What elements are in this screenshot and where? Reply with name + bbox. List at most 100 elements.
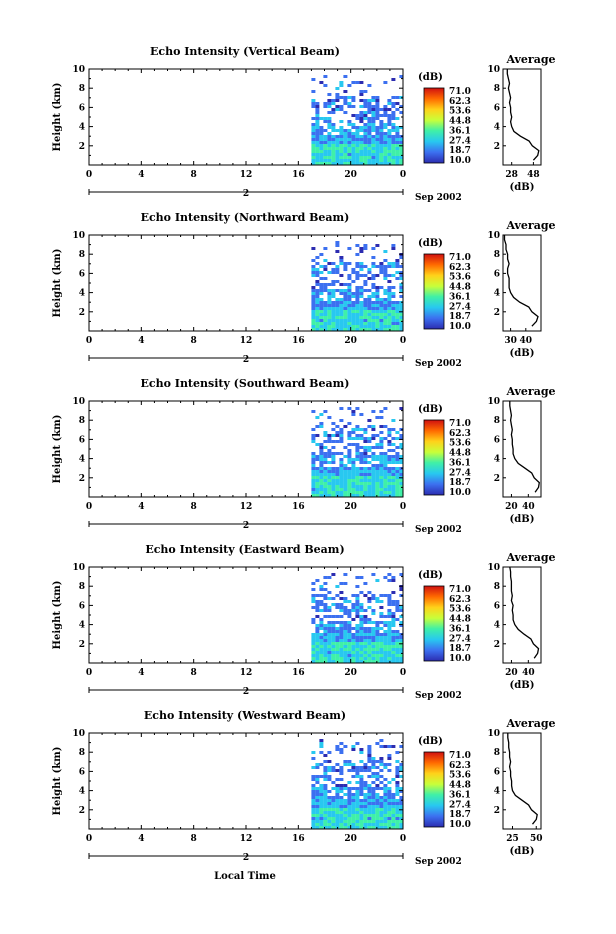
heatmap-cell: [339, 778, 344, 781]
avg-x-label: (dB): [510, 182, 535, 193]
heatmap-cell: [375, 298, 380, 301]
heatmap-cell: [331, 660, 336, 663]
heatmap-cell: [375, 286, 380, 289]
heatmap-cell: [327, 437, 332, 440]
heatmap-cell: [371, 790, 376, 793]
heatmap-cell: [339, 310, 344, 313]
heatmap-cell: [359, 645, 364, 648]
heatmap-cell: [395, 144, 400, 147]
heatmap-cell: [395, 467, 400, 470]
heatmap-cell: [395, 259, 400, 262]
heatmap-cell: [367, 642, 372, 645]
heatmap-cell: [311, 135, 316, 138]
heatmap-cell: [339, 313, 344, 316]
heatmap-cell: [375, 793, 380, 796]
heatmap-cell: [379, 150, 384, 153]
heatmap-cell: [331, 624, 336, 627]
heatmap-cell: [355, 455, 360, 458]
heatmap-cell: [351, 633, 356, 636]
heatmap-cell: [315, 488, 320, 491]
y-tick-label: 6: [79, 435, 85, 445]
heatmap-cell: [311, 461, 316, 464]
heatmap-cell: [335, 440, 340, 443]
heatmap-cell: [339, 464, 344, 467]
heatmap-cell: [319, 138, 324, 141]
heatmap-cell: [379, 141, 384, 144]
heatmap-cell: [363, 470, 368, 473]
average-profile-line: [507, 733, 538, 825]
y-tick-label: 10: [72, 65, 85, 75]
heatmap-cell: [351, 316, 356, 319]
heatmap-cell: [343, 491, 348, 494]
heatmap-cell: [391, 660, 396, 663]
heatmap-cell: [375, 491, 380, 494]
heatmap-cell: [387, 108, 392, 111]
heatmap-cell: [351, 796, 356, 799]
heatmap-cell: [319, 793, 324, 796]
heatmap-cell: [395, 147, 400, 150]
heatmap-cell: [319, 636, 324, 639]
heatmap-cell: [395, 799, 400, 802]
heatmap-cell: [319, 633, 324, 636]
heatmap-cell: [367, 760, 372, 763]
heatmap-cell: [331, 823, 336, 826]
heatmap-cell: [375, 325, 380, 328]
heatmap-cell: [359, 446, 364, 449]
heatmap-cell: [331, 446, 336, 449]
heatmap-cell: [391, 793, 396, 796]
heatmap-cell: [383, 778, 388, 781]
heatmap-cell: [339, 298, 344, 301]
heatmap-cell: [323, 159, 328, 162]
heatmap-cell: [347, 431, 352, 434]
heatmap-cell: [347, 316, 352, 319]
heatmap-cell: [367, 319, 372, 322]
heatmap-cell: [359, 262, 364, 265]
heatmap-cell: [359, 265, 364, 268]
heatmap-cell: [315, 120, 320, 123]
heatmap-cell: [315, 129, 320, 132]
heatmap-cell: [379, 775, 384, 778]
heatmap-cell: [339, 81, 344, 84]
colorbar-label: 44.8: [449, 117, 471, 127]
heatmap-cell: [335, 805, 340, 808]
heatmap-cell: [351, 114, 356, 117]
heatmap-cell: [379, 108, 384, 111]
heatmap-cell: [351, 766, 356, 769]
heatmap-cell: [335, 271, 340, 274]
heatmap-cell: [363, 138, 368, 141]
heatmap-cell: [387, 630, 392, 633]
heatmap-cell: [315, 458, 320, 461]
heatmap-cell: [355, 129, 360, 132]
heatmap-cell: [379, 458, 384, 461]
heatmap-cell: [367, 108, 372, 111]
colorbar-label: 62.3: [449, 429, 471, 439]
colorbar-label: 71.0: [449, 751, 471, 761]
heatmap-cell: [311, 99, 316, 102]
heatmap-cell: [319, 425, 324, 428]
heatmap-cell: [315, 826, 320, 829]
heatmap-cell: [347, 277, 352, 280]
heatmap-cell: [395, 618, 400, 621]
avg-x-tick-label: 20: [505, 502, 518, 512]
heatmap-cell: [319, 775, 324, 778]
heatmap-cell: [343, 268, 348, 271]
heatmap-cell: [375, 808, 380, 811]
heatmap-cell: [399, 141, 404, 144]
colorbar-label: 18.7: [449, 644, 471, 654]
heatmap-cell: [359, 805, 364, 808]
heatmap-cell: [395, 811, 400, 814]
heatmap-cell: [311, 274, 316, 277]
heatmap-cell: [351, 81, 356, 84]
heatmap-cell: [351, 144, 356, 147]
heatmap-cell: [335, 594, 340, 597]
heatmap-cell: [323, 633, 328, 636]
heatmap-cell: [395, 455, 400, 458]
heatmap-cell: [319, 802, 324, 805]
heatmap-cell: [391, 304, 396, 307]
heatmap-cell: [331, 316, 336, 319]
date-label: Sep 2002: [415, 691, 462, 701]
heatmap-cell: [351, 301, 356, 304]
heatmap-cell: [399, 458, 404, 461]
heatmap-cell: [315, 657, 320, 660]
heatmap-cell: [395, 322, 400, 325]
